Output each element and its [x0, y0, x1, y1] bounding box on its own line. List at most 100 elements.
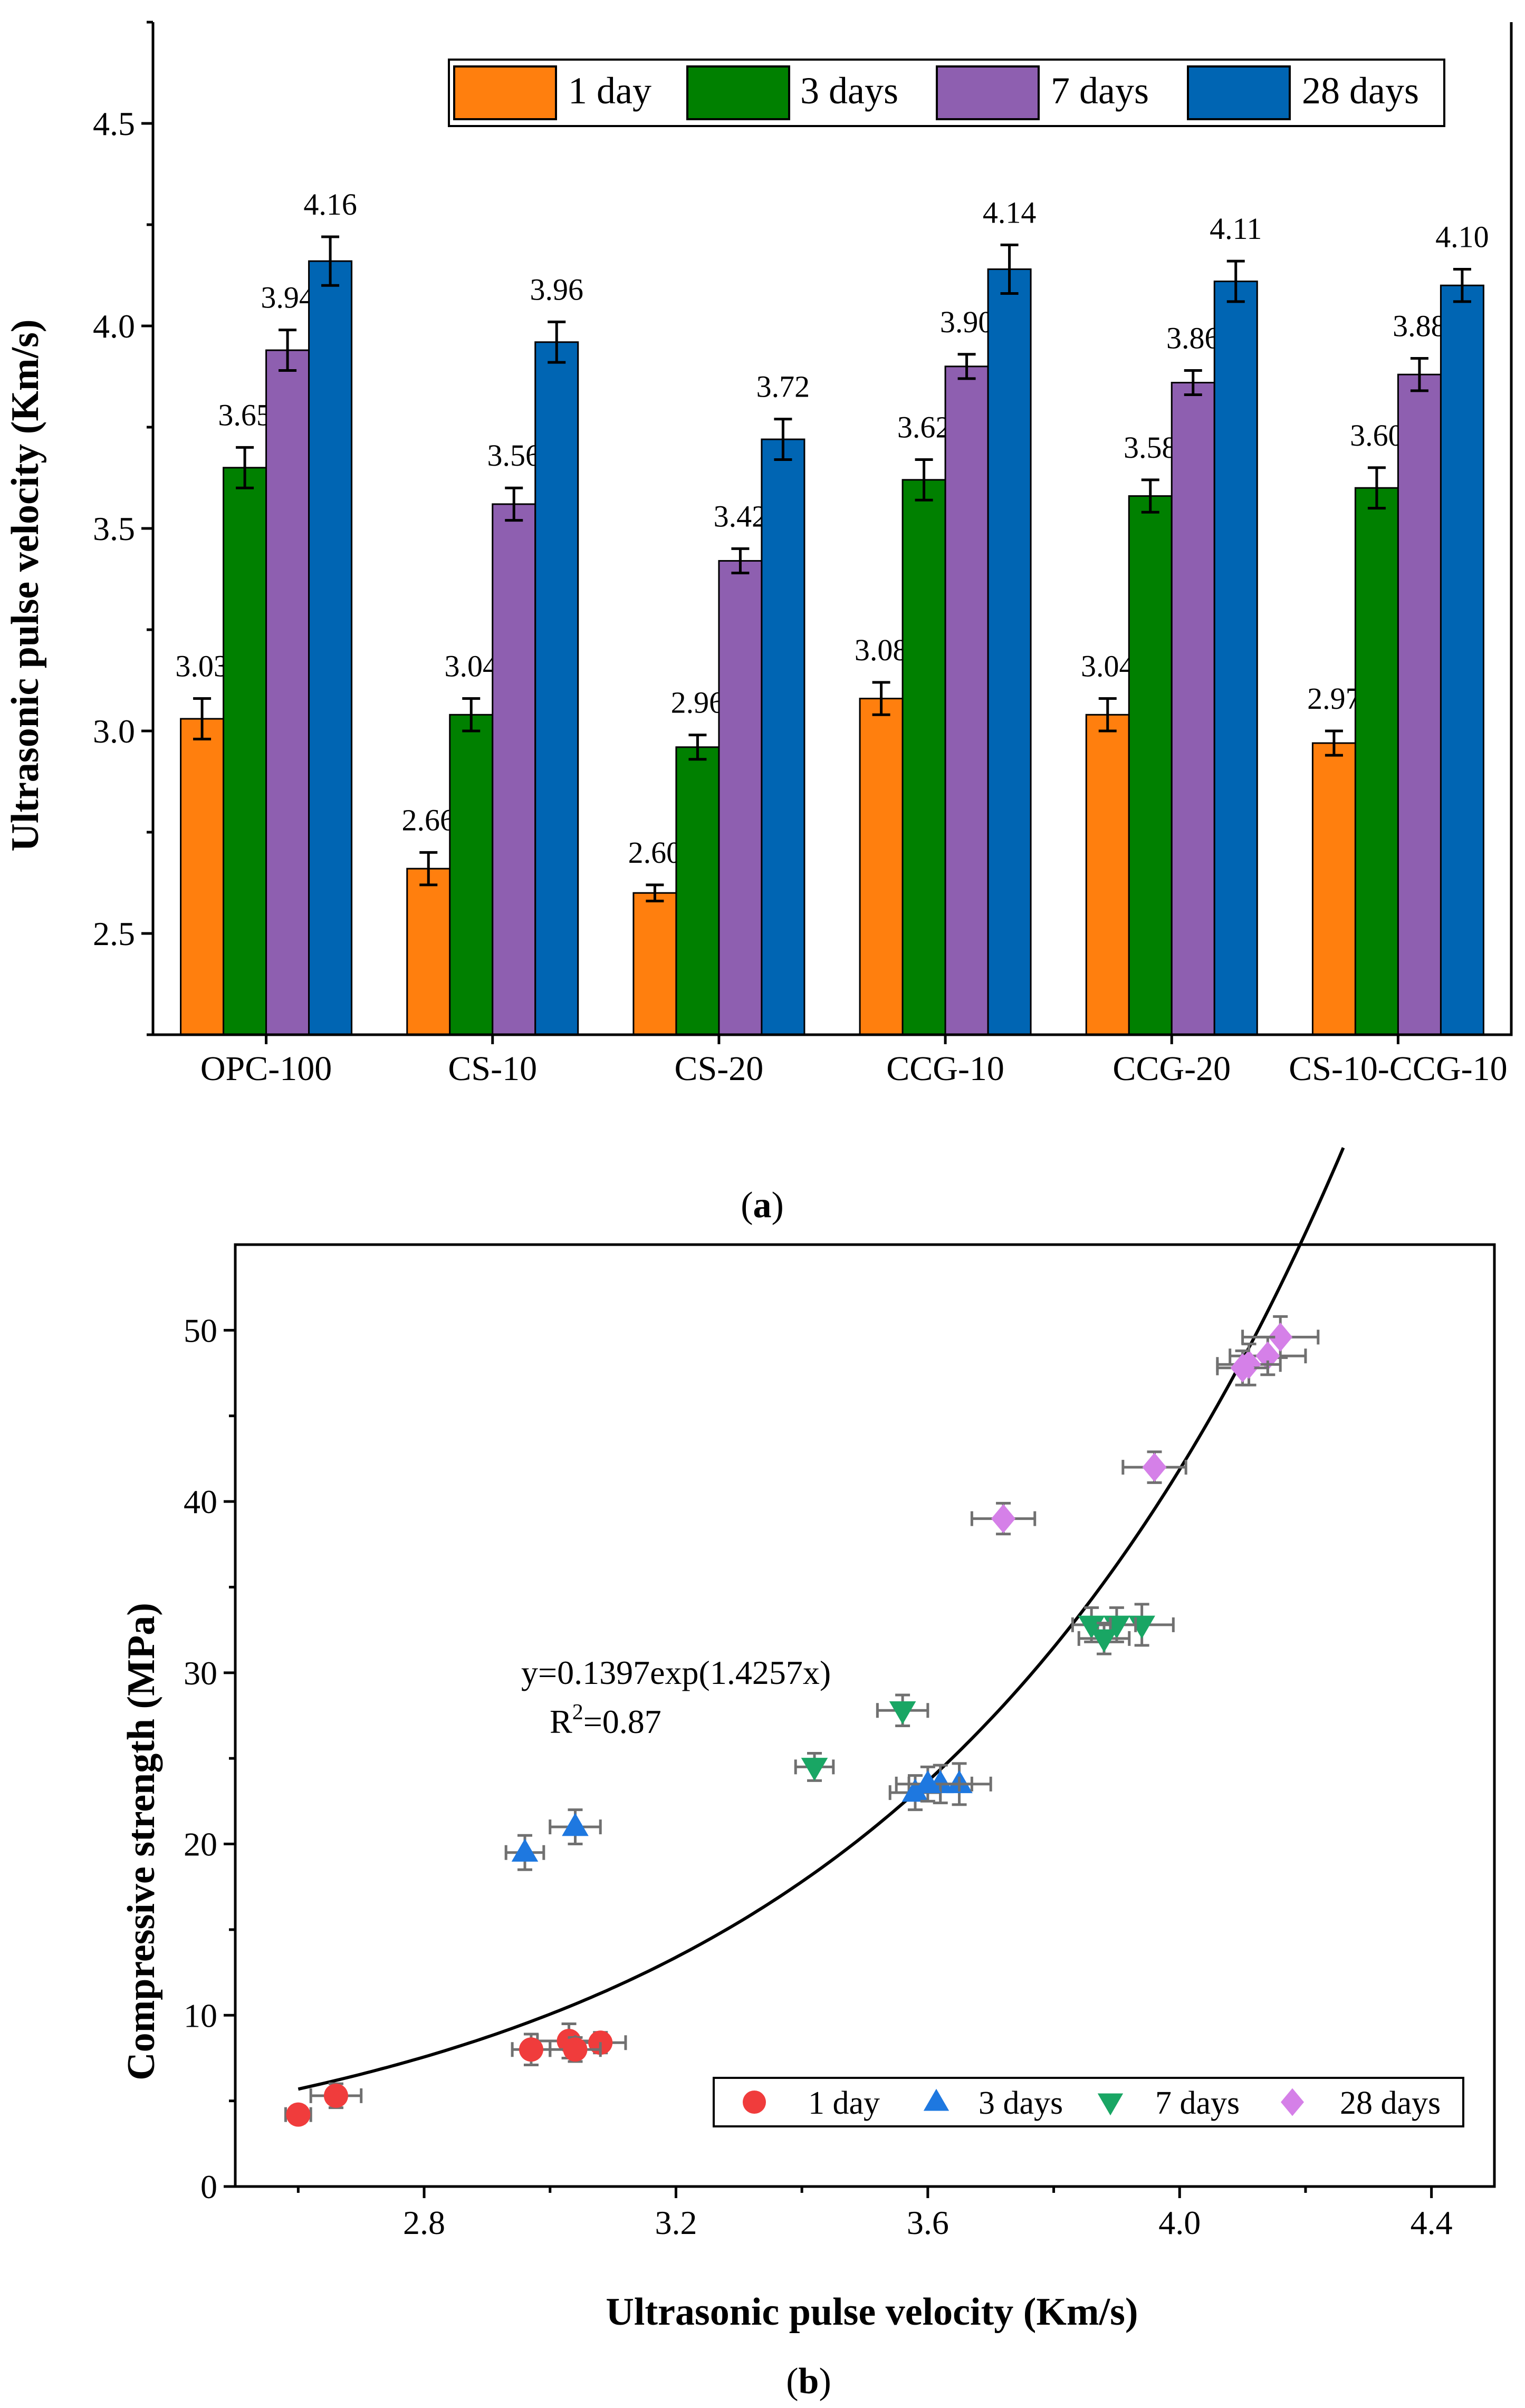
bar-value-label: 2.97 — [1307, 681, 1361, 716]
bar-1-day-ccg-20 — [1085, 714, 1130, 1036]
data-point-3-days — [511, 1838, 539, 1862]
error-bar — [1410, 357, 1428, 392]
bar-value-label: 3.88 — [1393, 309, 1446, 343]
bar-7-days-cs-10 — [492, 503, 536, 1036]
bar-1-day-cs-10 — [406, 868, 451, 1036]
legend-label: 28 days — [1302, 70, 1419, 112]
bar-chart-panel-a: 3.03 2.66 2.60 3.08 3.04 2.97 3.65 3.04 2.96 3.62… — [4, 21, 1513, 1226]
bar-7-days-cs-10-ccg-10 — [1397, 373, 1442, 1036]
bar-value-label: 2.60 — [628, 835, 682, 870]
error-bar — [462, 697, 481, 733]
legend-label: 7 days — [1155, 2085, 1240, 2121]
bar-1-day-opc-100 — [180, 718, 225, 1036]
bar-7-days-opc-100 — [265, 349, 310, 1036]
scatter-chart-plot-area: 0 10 20 30 40 50 2.8 3.2 3.6 4.0 4.4 — [184, 1147, 1496, 2241]
bar-value-label: 2.66 — [402, 803, 456, 837]
x-tick-label: 2.8 — [403, 2204, 445, 2241]
data-point-3-days — [914, 1770, 942, 1794]
bar-value-label: 3.42 — [714, 499, 768, 533]
data-point-7-days — [801, 1758, 828, 1781]
y-tick-label: 20 — [184, 1826, 217, 1863]
error-bar — [731, 547, 750, 574]
error-bar — [1367, 466, 1386, 510]
legend-swatch-7-days — [936, 65, 1040, 120]
scatter-chart-y-axis-label: Compressive strength (MPa) — [120, 1603, 163, 2080]
y-tick-label: 4.5 — [93, 105, 135, 142]
bar-value-label: 3.62 — [897, 410, 951, 444]
error-bar — [872, 681, 890, 716]
y-tick-label: 30 — [184, 1654, 217, 1692]
bar-value-label: 3.90 — [940, 305, 994, 339]
x-tick-label: 4.4 — [1411, 2204, 1453, 2241]
scatter-chart-panel-b: 0 10 20 30 40 50 2.8 3.2 3.6 4.0 4.4 y=0.1397exp(1… — [120, 1147, 1496, 2402]
y-tick-label: 40 — [184, 1483, 217, 1520]
bar-28-days-ccg-20 — [1213, 281, 1258, 1036]
data-point-1-day — [519, 2037, 543, 2062]
bar-3-days-ccg-20 — [1128, 495, 1173, 1036]
bar-7-days-cs-20 — [718, 560, 763, 1036]
bar-1-day-cs-10-ccg-10 — [1311, 742, 1356, 1036]
bar-28-days-cs-20 — [761, 438, 805, 1036]
bar-chart-legend: 1 day 3 days 7 days 28 days — [448, 59, 1445, 127]
data-point-28-days — [1230, 1353, 1255, 1383]
scatter-chart-legend: 1 day 3 days 7 days 28 days — [713, 2077, 1464, 2127]
bar-28-days-cs-10 — [534, 341, 579, 1036]
data-point-7-days — [1128, 1615, 1155, 1639]
data-point-7-days — [889, 1701, 916, 1725]
fit-curve — [298, 1147, 1345, 2091]
bar-7-days-ccg-10 — [944, 365, 989, 1036]
y-tick-label: 50 — [184, 1312, 217, 1349]
y-tick-label: 0 — [200, 2168, 217, 2205]
legend-marker-3-days — [923, 2088, 949, 2111]
x-tick-label: CS-10 — [448, 1049, 537, 1088]
bar-3-days-cs-20 — [675, 746, 720, 1036]
bar-chart-y-axis-label: Ultrasonic pulse velocity (Km/s) — [4, 319, 47, 851]
legend-swatch-1-day — [453, 65, 557, 120]
error-bar — [957, 353, 976, 380]
data-point-3-days — [562, 1813, 589, 1836]
error-bar — [1453, 267, 1471, 303]
legend-label: 1 day — [568, 70, 651, 112]
data-point-3-days — [901, 1778, 929, 1802]
legend-marker-7-days — [1097, 2093, 1124, 2116]
error-bar — [419, 851, 438, 887]
bar-28-days-cs-10-ccg-10 — [1440, 284, 1484, 1036]
error-bar — [1000, 243, 1019, 295]
bar-1-day-ccg-10 — [859, 698, 904, 1036]
data-point-1-day — [323, 2083, 348, 2108]
bar-3-days-cs-10 — [449, 714, 494, 1036]
error-bar — [1141, 478, 1159, 514]
error-bar — [915, 458, 933, 502]
error-bar — [1098, 697, 1117, 733]
bar-value-label: 3.60 — [1350, 418, 1404, 452]
data-point-28-days — [991, 1504, 1016, 1534]
legend-swatch-3-days — [686, 65, 790, 120]
bar-value-label: 3.72 — [756, 370, 810, 404]
legend-label: 3 days — [800, 70, 898, 112]
bar-3-days-opc-100 — [223, 467, 267, 1036]
fit-r-squared-label: R2=0.87 — [550, 1700, 661, 1740]
legend-label: 3 days — [979, 2085, 1063, 2121]
error-bar — [774, 418, 792, 461]
bar-value-label: 3.04 — [1081, 649, 1135, 683]
x-tick-label: 3.6 — [907, 2204, 949, 2241]
y-tick-label: 10 — [184, 1997, 217, 2034]
bar-1-day-cs-20 — [632, 892, 677, 1036]
y-tick-label: 3.0 — [93, 712, 135, 750]
legend-swatch-28-days — [1187, 65, 1291, 120]
error-bar — [548, 320, 566, 364]
bar-value-label: 4.11 — [1210, 211, 1262, 246]
bar-value-label: 3.04 — [445, 649, 498, 683]
error-bar — [321, 235, 340, 287]
bar-value-label: 3.58 — [1124, 430, 1177, 465]
bar-3-days-ccg-10 — [901, 479, 946, 1036]
bar-chart-plot-area: 3.03 2.66 2.60 3.08 3.04 2.97 3.65 3.04 2.96 3.62… — [93, 21, 1513, 1088]
x-tick-label: 4.0 — [1158, 2204, 1201, 2241]
error-bar — [1226, 259, 1245, 303]
y-tick-label: 4.0 — [93, 307, 135, 345]
x-tick-label: OPC-100 — [200, 1049, 332, 1088]
bar-value-label: 3.96 — [530, 272, 584, 306]
data-point-1-day — [563, 2037, 588, 2062]
bar-value-label: 3.03 — [175, 649, 229, 683]
